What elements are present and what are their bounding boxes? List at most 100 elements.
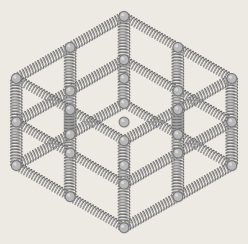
Circle shape (173, 105, 183, 115)
Circle shape (120, 136, 129, 146)
Circle shape (175, 131, 178, 134)
Circle shape (65, 105, 75, 114)
Circle shape (123, 226, 124, 228)
Circle shape (11, 74, 21, 83)
Circle shape (67, 44, 70, 47)
Circle shape (120, 223, 129, 233)
Circle shape (173, 148, 183, 158)
Circle shape (227, 161, 237, 171)
Circle shape (173, 86, 183, 96)
Circle shape (119, 98, 129, 108)
Circle shape (175, 44, 178, 47)
Circle shape (66, 130, 75, 140)
Circle shape (119, 179, 129, 189)
Circle shape (121, 225, 124, 228)
Circle shape (177, 133, 178, 135)
Circle shape (121, 119, 124, 122)
Circle shape (121, 163, 124, 165)
Circle shape (65, 130, 75, 139)
Circle shape (173, 105, 183, 114)
Circle shape (67, 150, 70, 153)
Circle shape (175, 106, 178, 110)
Circle shape (67, 193, 70, 197)
Circle shape (120, 118, 129, 127)
Circle shape (119, 117, 129, 127)
Circle shape (123, 121, 124, 122)
Circle shape (65, 192, 75, 202)
Circle shape (121, 138, 124, 141)
Circle shape (123, 77, 124, 79)
Circle shape (69, 90, 70, 91)
Circle shape (69, 152, 70, 153)
Circle shape (65, 148, 75, 158)
Circle shape (13, 75, 16, 79)
Circle shape (12, 74, 22, 84)
Circle shape (12, 118, 22, 127)
Circle shape (121, 13, 124, 16)
Circle shape (227, 161, 237, 170)
Circle shape (67, 88, 70, 91)
Circle shape (67, 106, 70, 110)
Circle shape (120, 55, 129, 65)
Circle shape (69, 46, 70, 48)
Circle shape (227, 74, 237, 84)
Circle shape (11, 117, 21, 127)
Circle shape (120, 161, 129, 171)
Circle shape (121, 181, 124, 184)
Circle shape (173, 192, 183, 202)
Circle shape (12, 161, 22, 171)
Circle shape (66, 192, 75, 202)
Circle shape (123, 183, 124, 184)
Circle shape (175, 88, 178, 91)
Circle shape (11, 161, 21, 170)
Circle shape (123, 139, 124, 141)
Circle shape (227, 118, 237, 127)
Circle shape (120, 99, 129, 109)
Circle shape (173, 130, 183, 140)
Circle shape (69, 108, 70, 110)
Circle shape (65, 86, 75, 96)
Circle shape (231, 121, 232, 122)
Circle shape (227, 74, 237, 83)
Circle shape (119, 223, 129, 233)
Circle shape (121, 75, 124, 79)
Circle shape (229, 163, 232, 165)
Circle shape (65, 42, 75, 52)
Circle shape (175, 193, 178, 197)
Circle shape (69, 195, 70, 197)
Circle shape (177, 90, 178, 91)
Circle shape (66, 149, 75, 159)
Circle shape (123, 102, 124, 104)
Circle shape (173, 86, 183, 96)
Circle shape (67, 131, 70, 134)
Circle shape (229, 119, 232, 122)
Circle shape (177, 195, 178, 197)
Circle shape (229, 75, 232, 79)
Circle shape (173, 130, 183, 139)
Circle shape (121, 57, 124, 60)
Circle shape (123, 15, 124, 17)
Circle shape (231, 77, 232, 79)
Circle shape (119, 136, 129, 146)
Circle shape (66, 86, 75, 96)
Circle shape (120, 74, 129, 84)
Circle shape (123, 164, 124, 166)
Circle shape (175, 150, 178, 153)
Circle shape (123, 59, 124, 60)
Circle shape (66, 43, 75, 53)
Circle shape (177, 46, 178, 48)
Circle shape (173, 43, 183, 53)
Circle shape (119, 74, 129, 83)
Circle shape (120, 180, 129, 190)
Circle shape (15, 77, 17, 79)
Circle shape (119, 55, 129, 65)
Circle shape (15, 164, 17, 166)
Circle shape (13, 163, 16, 165)
Circle shape (227, 117, 237, 127)
Circle shape (119, 161, 129, 170)
Circle shape (69, 133, 70, 135)
Circle shape (173, 192, 183, 202)
Circle shape (13, 119, 16, 122)
Circle shape (173, 42, 183, 52)
Circle shape (15, 121, 17, 122)
